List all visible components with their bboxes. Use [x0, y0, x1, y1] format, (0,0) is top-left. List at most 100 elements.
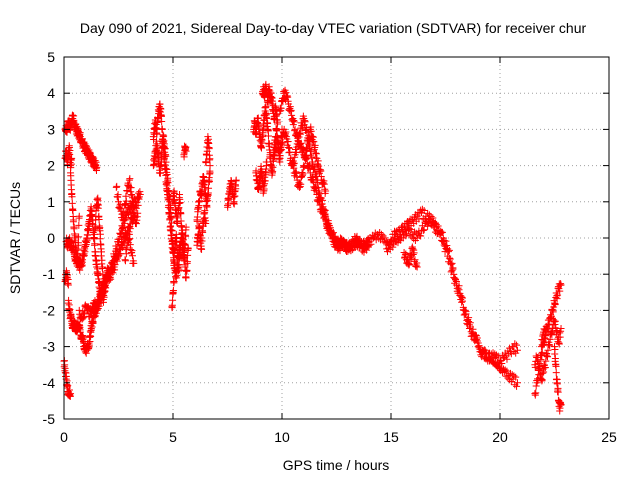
y-tick-label: 5	[47, 49, 55, 65]
data-point	[176, 199, 184, 207]
data-point	[513, 379, 521, 387]
data-point	[206, 162, 214, 170]
data-point	[465, 317, 473, 325]
data-point	[542, 332, 550, 340]
data-point	[129, 202, 137, 210]
chart-title: Day 090 of 2021, Sidereal Day-to-day VTE…	[80, 20, 587, 36]
data-point	[91, 240, 99, 248]
data-point	[259, 129, 267, 137]
y-tick-label: 3	[47, 121, 55, 137]
data-point	[432, 223, 440, 231]
data-point	[459, 297, 467, 305]
data-point	[403, 230, 411, 238]
data-point	[83, 237, 91, 245]
data-point	[439, 238, 447, 246]
data-point	[451, 279, 459, 287]
data-point	[284, 138, 292, 146]
y-tick-label: 1	[47, 194, 55, 210]
data-point	[169, 286, 177, 294]
data-point	[303, 129, 311, 137]
data-point	[410, 235, 418, 243]
data-point	[87, 326, 95, 334]
data-point	[427, 212, 435, 220]
data-point	[554, 291, 562, 299]
data-point	[479, 348, 487, 356]
y-tick-label: -4	[43, 375, 56, 391]
data-point	[126, 175, 134, 183]
data-point	[311, 141, 319, 149]
y-tick-label: -2	[43, 302, 56, 318]
data-point	[206, 169, 214, 177]
data-point	[554, 388, 562, 396]
data-point	[551, 345, 559, 353]
data-point	[357, 238, 365, 246]
data-point	[513, 341, 521, 349]
data-point	[542, 357, 550, 365]
data-point	[446, 259, 454, 267]
data-point	[452, 276, 460, 284]
data-point	[552, 369, 560, 377]
data-point	[290, 118, 298, 126]
data-point	[85, 226, 93, 234]
data-point	[475, 344, 483, 352]
data-point	[269, 163, 277, 171]
data-point	[456, 291, 464, 299]
data-point	[462, 310, 470, 318]
data-point	[177, 210, 185, 218]
data-point	[157, 105, 165, 113]
data-point	[205, 184, 213, 192]
data-point	[183, 266, 191, 274]
data-point	[279, 138, 287, 146]
data-point	[440, 241, 448, 249]
data-point	[126, 235, 134, 243]
data-point	[413, 263, 421, 271]
data-point	[136, 191, 144, 199]
data-point	[258, 144, 266, 152]
data-point	[297, 180, 305, 188]
data-point	[99, 277, 107, 285]
data-point	[182, 147, 190, 155]
data-point	[469, 329, 477, 337]
data-point	[424, 222, 432, 230]
data-point	[128, 252, 136, 260]
data-point	[557, 401, 565, 409]
data-point	[503, 355, 511, 363]
data-point	[68, 154, 76, 162]
data-point	[71, 232, 79, 240]
data-point	[198, 245, 206, 253]
data-point	[170, 277, 178, 285]
data-point	[551, 300, 559, 308]
data-point	[459, 306, 467, 314]
data-point	[230, 200, 238, 208]
data-point	[181, 241, 189, 249]
data-point	[150, 160, 158, 168]
data-point	[263, 158, 271, 166]
data-point	[173, 272, 181, 280]
data-point	[510, 372, 518, 380]
data-point	[468, 332, 476, 340]
data-point	[232, 185, 240, 193]
y-tick-label: -3	[43, 339, 56, 355]
data-point	[205, 145, 213, 153]
data-point	[449, 265, 457, 273]
data-point	[182, 274, 190, 282]
data-point	[80, 252, 88, 260]
y-tick-label: -1	[43, 266, 56, 282]
data-point	[498, 359, 506, 367]
data-point	[94, 201, 102, 209]
data-point	[254, 114, 262, 122]
data-point	[302, 153, 310, 161]
data-point	[375, 235, 383, 243]
data-point	[405, 225, 413, 233]
data-point	[99, 270, 107, 278]
data-point	[420, 207, 428, 215]
data-point	[93, 163, 101, 171]
data-point	[540, 325, 548, 333]
data-point	[538, 341, 546, 349]
axis-ticks: 0 5 10 15 20 25 -5 -4 -3 -2 -1 0 1 2 3 4 5	[43, 49, 617, 445]
data-point	[381, 234, 389, 242]
data-point	[151, 157, 159, 165]
data-point	[95, 297, 103, 305]
data-point	[203, 203, 211, 211]
data-point	[445, 258, 453, 266]
